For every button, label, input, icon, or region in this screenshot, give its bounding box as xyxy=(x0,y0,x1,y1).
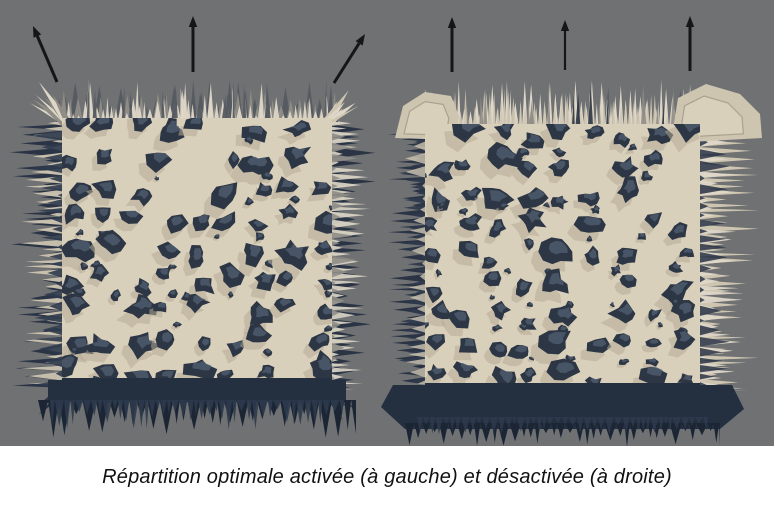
rock-texture xyxy=(62,118,332,378)
render-right-optimal-disabled xyxy=(381,79,762,446)
arrow-group-left-diverging xyxy=(33,16,365,84)
direction-arrow-up xyxy=(188,16,198,72)
render-left-optimal-enabled xyxy=(9,78,376,438)
arrow-group-right-parallel xyxy=(447,16,695,72)
direction-arrow-up xyxy=(685,16,695,71)
figure-caption: Répartition optimale activée (à gauche) … xyxy=(0,446,774,509)
direction-arrow-up-right xyxy=(332,34,365,84)
direction-arrow-up-left xyxy=(33,26,59,83)
direction-arrow-up xyxy=(560,20,570,70)
render-scene xyxy=(0,0,774,446)
direction-arrow-up xyxy=(447,17,457,72)
rock-texture xyxy=(425,124,700,383)
scene-svg xyxy=(9,16,762,446)
